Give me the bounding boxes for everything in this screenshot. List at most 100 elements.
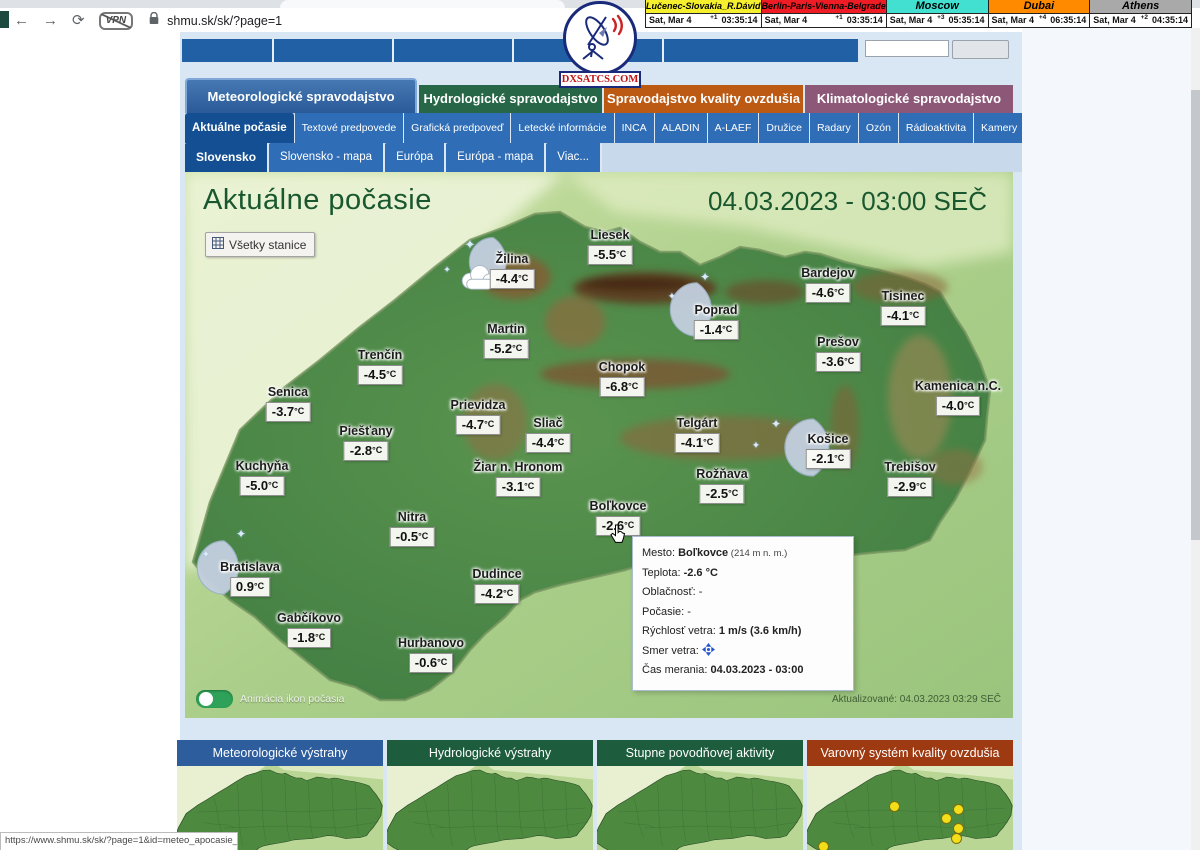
- bottom-panel-title[interactable]: Hydrologické výstrahy: [387, 740, 593, 766]
- weather-station[interactable]: Chopok -6.8°C: [599, 360, 645, 397]
- bottom-panel-title[interactable]: Stupne povodňovej aktivity: [597, 740, 803, 766]
- station-name: Bratislava: [220, 560, 280, 574]
- subtab[interactable]: Družice: [759, 113, 810, 143]
- temperature-value: -3.7: [271, 404, 295, 419]
- weather-map[interactable]: Aktuálne počasie 04.03.2023 - 03:00 SEČ …: [185, 172, 1013, 718]
- subtab[interactable]: Rádioaktivita: [898, 113, 975, 143]
- header-separator: [272, 39, 274, 62]
- subtab[interactable]: Grafická predpoveď: [404, 113, 512, 143]
- bottom-panel-title[interactable]: Meteorologické výstrahy: [177, 740, 383, 766]
- weather-station[interactable]: Prešov -3.6°C: [815, 335, 861, 372]
- weather-station[interactable]: Žilina -4.4°C: [489, 252, 535, 289]
- subtab[interactable]: ALADIN: [654, 113, 708, 143]
- subtab[interactable]: Radary: [809, 113, 859, 143]
- weather-station[interactable]: Dudince -4.2°C: [472, 567, 522, 604]
- all-stations-button[interactable]: Všetky stanice: [205, 232, 316, 257]
- bottom-panel-title[interactable]: Varovný systém kvality ovzdušia: [807, 740, 1013, 766]
- toggle-knob: [199, 692, 213, 706]
- clock-time: 03:35:14: [846, 15, 883, 26]
- weather-station[interactable]: Trebišov -2.9°C: [884, 460, 936, 497]
- region-tab[interactable]: Európa - mapa: [446, 143, 547, 172]
- station-name: Dudince: [472, 567, 522, 581]
- back-icon[interactable]: ←: [14, 12, 29, 29]
- weather-station[interactable]: Kamenica n.C. -4.0°C: [915, 379, 1001, 416]
- temperature-value: -4.7: [461, 417, 485, 432]
- clock-time-row: Sat, Mar 4 +1 03:35:14: [761, 13, 886, 28]
- air-quality-station-dot: [889, 801, 900, 812]
- weather-station[interactable]: Nitra -0.5°C: [389, 510, 435, 547]
- weather-station[interactable]: Bratislava 0.9°C: [220, 560, 280, 597]
- main-tab-4[interactable]: Klimatologické spravodajstvo: [805, 85, 1013, 113]
- subtab[interactable]: Aktuálne počasie: [185, 113, 295, 143]
- main-tab-3[interactable]: Spravodajstvo kvality ovzdušia: [604, 85, 803, 113]
- subtab[interactable]: Textové predpovede: [294, 113, 405, 143]
- station-name: Rožňava: [696, 467, 748, 481]
- subtab[interactable]: A-LAEF: [707, 113, 760, 143]
- subtab[interactable]: Letecké informácie: [511, 113, 615, 143]
- scrollbar-thumb[interactable]: [1191, 90, 1200, 540]
- weather-station[interactable]: Prievidza -4.7°C: [451, 398, 505, 435]
- weather-station[interactable]: Poprad -1.4°C: [693, 303, 739, 340]
- region-tab[interactable]: Európa: [385, 143, 447, 172]
- station-temperature: -4.4°C: [489, 269, 535, 289]
- main-tab-1[interactable]: Meteorologické spravodajstvo: [185, 78, 417, 113]
- map-thumbnail[interactable]: [597, 766, 803, 850]
- weather-station[interactable]: Martin -5.2°C: [483, 322, 529, 359]
- star-icon: ✦: [770, 417, 782, 431]
- tooltip-row: Oblačnosť: -: [642, 583, 844, 603]
- station-name: Hurbanovo: [398, 636, 464, 650]
- dxsatcs-logo-text: DXSATCS.COM: [559, 71, 641, 88]
- station-temperature: -4.6°C: [805, 283, 851, 303]
- weather-station[interactable]: Sliač -4.4°C: [525, 416, 571, 453]
- temperature-unit: °C: [844, 356, 855, 366]
- station-temperature: -1.4°C: [693, 320, 739, 340]
- station-temperature: -4.7°C: [455, 415, 501, 435]
- weather-station[interactable]: Trenčín -4.5°C: [357, 348, 403, 385]
- header-separator: [392, 39, 394, 62]
- weather-station[interactable]: Piešťany -2.8°C: [339, 424, 393, 461]
- region-tab[interactable]: Slovensko: [185, 143, 270, 172]
- site-search-button[interactable]: [952, 40, 1009, 59]
- address-bar-url[interactable]: shmu.sk/sk/?page=1: [167, 14, 283, 28]
- padlock-icon[interactable]: [149, 11, 159, 30]
- weather-station[interactable]: Gabčíkovo -1.8°C: [277, 611, 341, 648]
- weather-station[interactable]: Hurbanovo -0.6°C: [398, 636, 464, 673]
- tooltip-label: Počasie:: [642, 605, 688, 618]
- map-thumbnail[interactable]: [387, 766, 593, 850]
- forward-icon[interactable]: →: [43, 12, 58, 29]
- tooltip-suffix: (214 m n. m.): [728, 548, 788, 559]
- weather-station[interactable]: Liesek -5.5°C: [587, 228, 633, 265]
- weather-station[interactable]: Bardejov -4.6°C: [801, 266, 855, 303]
- weather-station[interactable]: Tisinec -4.1°C: [880, 289, 926, 326]
- weather-station[interactable]: Rožňava -2.5°C: [696, 467, 748, 504]
- temperature-unit: °C: [909, 310, 920, 320]
- browser-tab[interactable]: [280, 0, 565, 8]
- site-search-input[interactable]: [865, 40, 949, 57]
- map-thumbnail[interactable]: [807, 766, 1013, 850]
- air-quality-station-dot: [941, 813, 952, 824]
- temperature-unit: °C: [512, 343, 523, 353]
- animation-toggle[interactable]: [196, 690, 233, 708]
- window-edge-artifact: [0, 11, 9, 28]
- temperature-unit: °C: [728, 488, 739, 498]
- weather-station[interactable]: Kuchyňa -5.0°C: [236, 459, 288, 496]
- station-name: Martin: [487, 322, 525, 336]
- region-tab[interactable]: Slovensko - mapa: [269, 143, 386, 172]
- clock-utc-offset: +1: [835, 13, 843, 21]
- tooltip-label: Mesto:: [642, 547, 679, 559]
- subtab[interactable]: Kamery: [974, 113, 1022, 143]
- weather-station[interactable]: Žiar n. Hronom -3.1°C: [474, 460, 562, 497]
- weather-station[interactable]: Košice -2.1°C: [805, 432, 851, 469]
- tooltip-row: Mesto: Boľkovce (214 m n. m.): [642, 544, 844, 564]
- region-tab[interactable]: Viac...: [546, 143, 602, 172]
- reload-icon[interactable]: ⟳: [72, 12, 85, 29]
- vpn-extension-icon[interactable]: VPN: [98, 12, 134, 30]
- temperature-value: -1.8: [292, 630, 316, 645]
- main-tab-2[interactable]: Hydrologické spravodajstvo: [419, 85, 602, 113]
- weather-station[interactable]: Senica -3.7°C: [265, 385, 311, 422]
- tooltip-label: Čas merania:: [642, 664, 711, 676]
- station-temperature: -0.6°C: [408, 653, 454, 673]
- subtab[interactable]: Ozón: [858, 113, 899, 143]
- subtab[interactable]: INCA: [614, 113, 655, 143]
- weather-station[interactable]: Telgárt -4.1°C: [674, 416, 720, 453]
